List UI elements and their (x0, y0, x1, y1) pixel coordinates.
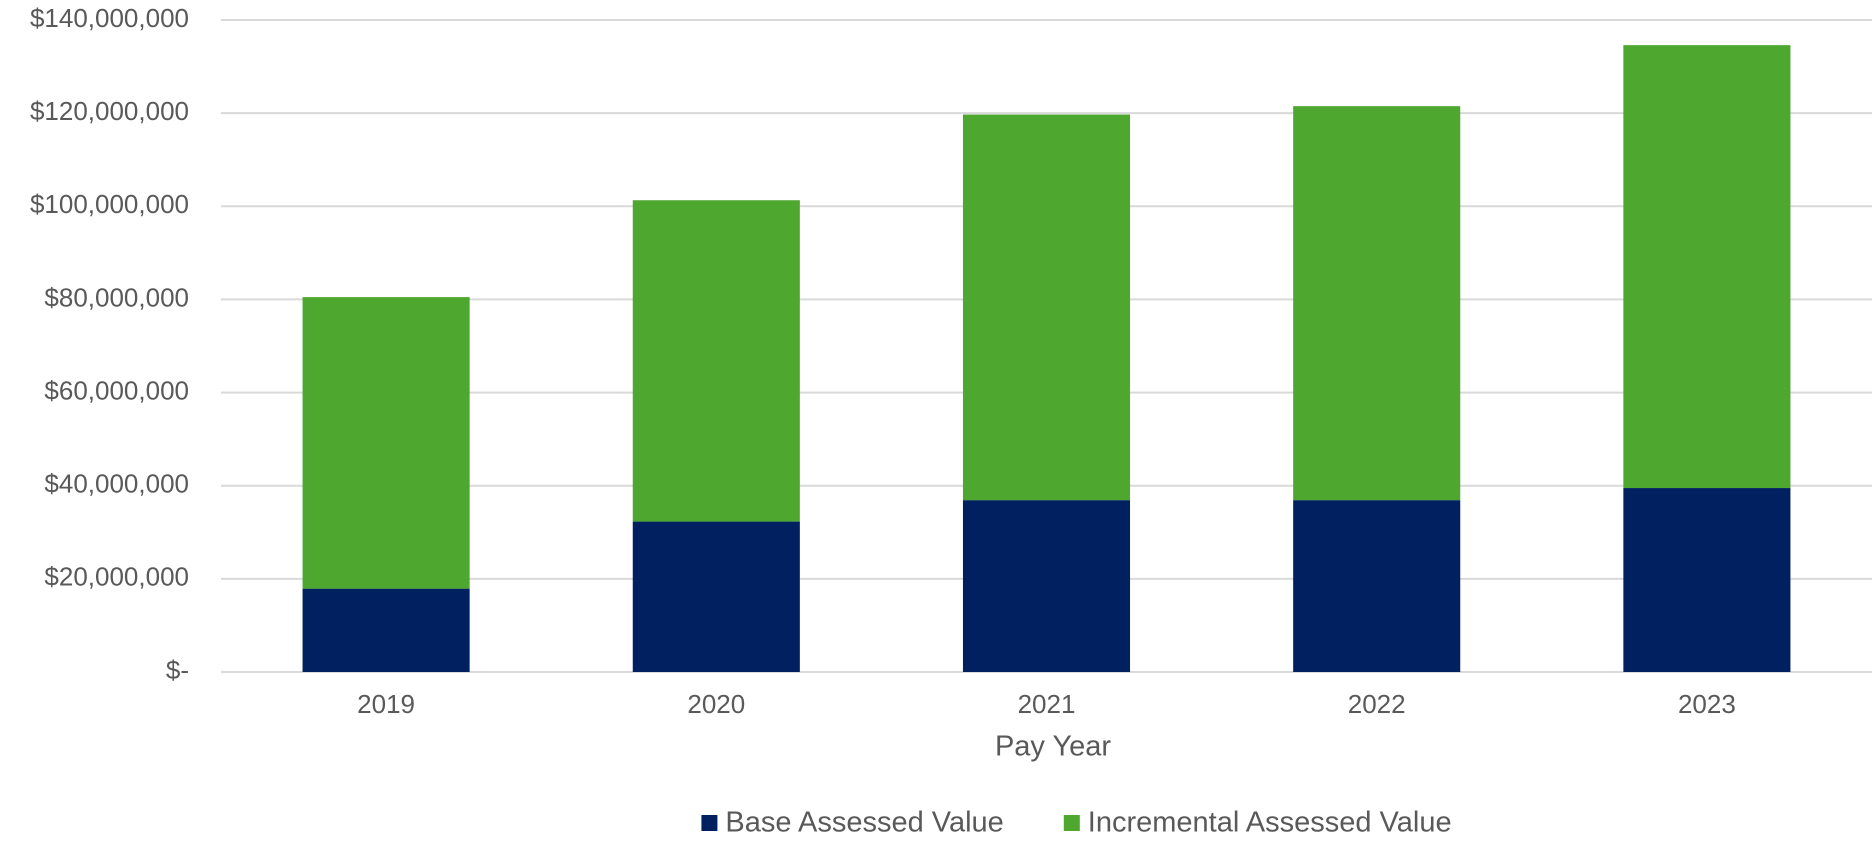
y-tick-label: $100,000,000 (30, 189, 189, 219)
y-tick-label: $60,000,000 (44, 375, 189, 405)
x-tick-label: 2023 (1678, 689, 1736, 719)
x-tick-label: 2021 (1018, 689, 1076, 719)
bar-segment (632, 521, 800, 672)
y-tick-label: $40,000,000 (44, 469, 189, 499)
legend-swatch (1063, 815, 1080, 831)
bar-segment (962, 114, 1131, 501)
bar-segment (1623, 45, 1791, 489)
bar-segment (1293, 500, 1461, 672)
y-tick-label: $120,000,000 (30, 96, 189, 126)
x-tick-label: 2022 (1348, 689, 1406, 719)
legend-label: Incremental Assessed Value (1088, 807, 1452, 839)
bar-segment (302, 297, 470, 589)
bar-segment (962, 500, 1131, 672)
x-tick-label: 2020 (687, 689, 745, 719)
bar-segment (1293, 106, 1461, 501)
bar-segment (1623, 488, 1791, 672)
bar-segment (632, 200, 800, 522)
x-axis-title: Pay Year (995, 731, 1111, 763)
y-tick-label: $80,000,000 (44, 282, 189, 312)
legend-swatch (701, 815, 718, 831)
y-tick-label: $140,000,000 (30, 3, 189, 33)
y-tick-label: $20,000,000 (44, 562, 189, 592)
y-tick-label: $- (166, 655, 189, 685)
x-tick-label: 2019 (357, 689, 415, 719)
legend-label: Base Assessed Value (725, 807, 1003, 839)
bar-segment (302, 588, 470, 672)
